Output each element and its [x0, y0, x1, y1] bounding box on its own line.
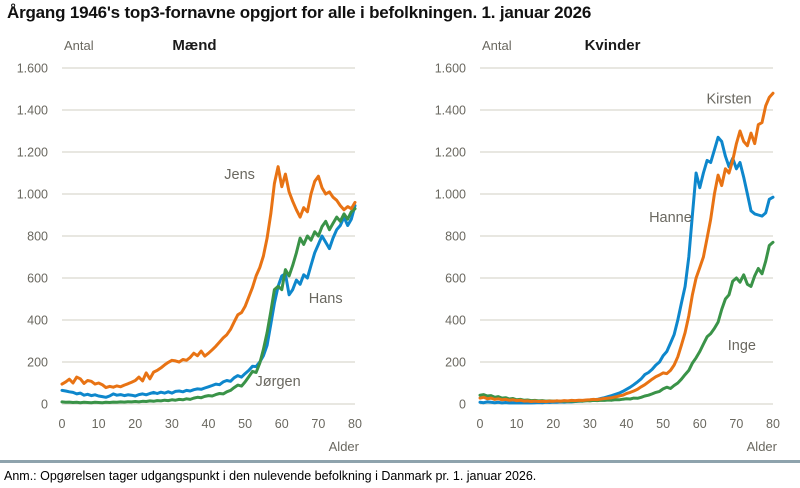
x-tick-label: 50 — [238, 417, 252, 431]
y-tick-label: 1.600 — [435, 62, 466, 76]
x-tick-label: 70 — [311, 417, 325, 431]
y-tick-label: 200 — [27, 356, 48, 370]
series-label-jens: Jens — [224, 167, 255, 183]
x-tick-label: 40 — [202, 417, 216, 431]
series-label-inge: Inge — [728, 338, 756, 354]
y-tick-label: 1.000 — [17, 188, 48, 202]
x-tick-label: 80 — [348, 417, 362, 431]
series-line-inge — [478, 240, 775, 403]
x-tick-label: 60 — [693, 417, 707, 431]
x-tick-label: 0 — [59, 417, 66, 431]
series-line-kirsten — [478, 91, 775, 403]
page-title: Årgang 1946's top3-fornavne opgjort for … — [7, 3, 592, 22]
x-tick-label: 40 — [620, 417, 634, 431]
y-tick-label: 1.000 — [435, 188, 466, 202]
x-tick-label: 30 — [165, 417, 179, 431]
footer-divider — [0, 460, 800, 463]
chart-kvinder: 0 200 400 600 800 1.000 1.200 1.400 1.600 0 10 20 30… — [435, 37, 780, 454]
x-tick-label: 70 — [729, 417, 743, 431]
y-tick-label: 1.400 — [17, 104, 48, 118]
series-label-kirsten: Kirsten — [706, 91, 751, 107]
y-tick-label: 0 — [41, 398, 48, 412]
y-tick-label: 1.200 — [17, 146, 48, 160]
y-tick-label: 1.600 — [17, 62, 48, 76]
series-label-jørgen: Jørgen — [256, 374, 301, 390]
y-tick-label: 800 — [445, 230, 466, 244]
x-tick-label: 10 — [510, 417, 524, 431]
series-line-jørgen — [60, 207, 357, 405]
x-tick-label: 10 — [92, 417, 106, 431]
series-line-hans — [60, 204, 357, 399]
y-tick-label: 1.200 — [435, 146, 466, 160]
y-tick-label: 0 — [459, 398, 466, 412]
chart-subtitle: Kvinder — [585, 37, 641, 54]
x-tick-label: 30 — [583, 417, 597, 431]
y-tick-label: 800 — [27, 230, 48, 244]
y-tick-label: 600 — [27, 272, 48, 286]
x-tick-label: 20 — [546, 417, 560, 431]
x-tick-label: 60 — [275, 417, 289, 431]
x-tick-label: 20 — [128, 417, 142, 431]
x-axis-label: Alder — [747, 439, 778, 454]
chart-subtitle: Mænd — [172, 37, 216, 54]
footer-note: Anm.: Opgørelsen tager udgangspunkt i de… — [4, 469, 537, 483]
y-axis-unit-label: Antal — [482, 38, 512, 53]
x-tick-label: 50 — [656, 417, 670, 431]
x-tick-label: 80 — [766, 417, 780, 431]
chart-maend: 0 200 400 600 800 1.000 1.200 1.400 1.600 0 10 20 30… — [17, 37, 362, 454]
y-axis-unit-label: Antal — [64, 38, 94, 53]
series-line-jens — [60, 165, 357, 390]
x-axis-label: Alder — [329, 439, 360, 454]
series-line-hanne — [478, 135, 775, 405]
y-tick-label: 400 — [27, 314, 48, 328]
y-tick-label: 1.400 — [435, 104, 466, 118]
series-label-hans: Hans — [309, 291, 343, 307]
y-tick-label: 600 — [445, 272, 466, 286]
y-tick-label: 400 — [445, 314, 466, 328]
x-tick-label: 0 — [477, 417, 484, 431]
series-label-hanne: Hanne — [649, 210, 692, 226]
y-tick-label: 200 — [445, 356, 466, 370]
